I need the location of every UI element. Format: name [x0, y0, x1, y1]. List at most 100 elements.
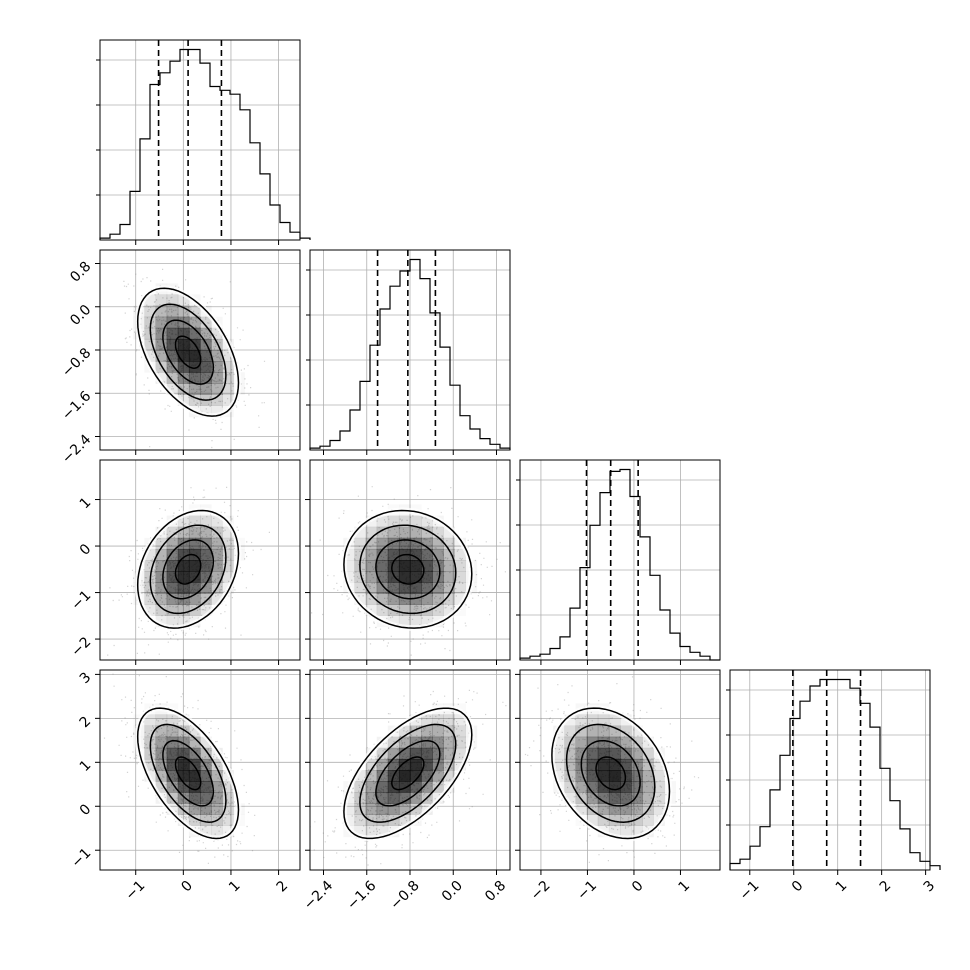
density-cell [200, 814, 212, 826]
density-cell [376, 803, 389, 815]
density-cell [200, 758, 212, 771]
density-cell [155, 582, 168, 594]
histogram-panel-0 [96, 39, 311, 241]
density-cell [155, 571, 168, 583]
density-cell [188, 394, 201, 406]
panel-frame [729, 669, 931, 871]
density-cell [222, 803, 234, 815]
density-cell [177, 770, 190, 782]
density-cell [387, 526, 400, 539]
density-cell [597, 725, 610, 738]
density-cell [211, 571, 223, 583]
contour-line [391, 756, 425, 791]
density-cell [177, 747, 190, 760]
density-cell [454, 725, 466, 738]
density-cell [631, 770, 643, 782]
density-cell [222, 537, 234, 550]
density-cell [387, 593, 400, 605]
density-cell [166, 736, 179, 749]
density-cell [144, 560, 156, 572]
density-cell [177, 526, 190, 539]
histogram-panel-3 [726, 669, 941, 871]
density-cell [410, 515, 422, 528]
density-cell [222, 383, 234, 395]
density-cell [177, 327, 190, 340]
x-tick-label: −1.6 [344, 878, 379, 913]
density-cell [166, 316, 179, 329]
density-cell [564, 747, 576, 760]
density-cell [376, 781, 389, 793]
x-tick-label: 0 [629, 878, 647, 896]
density-cell [443, 593, 455, 605]
histogram-step [729, 678, 941, 870]
density-cell [631, 792, 643, 804]
density-cell [642, 747, 654, 760]
density-cell [410, 725, 422, 738]
contour-line [343, 509, 473, 629]
density-cell [410, 747, 422, 760]
density-cell [166, 758, 179, 771]
density-cell [608, 792, 621, 804]
density-cell [642, 814, 654, 826]
x-tick-label: 1 [833, 878, 851, 896]
density-cell [376, 560, 389, 572]
density-cell [365, 604, 378, 616]
density-cell [620, 825, 632, 838]
density-cell [376, 526, 389, 539]
scatter-panel-1-3 [309, 669, 511, 871]
panel-frame [519, 669, 721, 871]
density-cell [354, 814, 366, 826]
density-cell [410, 537, 422, 550]
density-cell [200, 582, 212, 594]
density-cell [398, 526, 411, 539]
density-cell [586, 792, 599, 804]
density-cell [200, 781, 212, 793]
contour-line [375, 739, 441, 807]
density-cell [188, 350, 201, 362]
density-cell [365, 803, 378, 815]
contour-line [391, 553, 425, 585]
contour-line [162, 319, 215, 385]
density-cell [398, 758, 411, 771]
density-cell [200, 825, 212, 838]
density-cell [443, 571, 455, 583]
scatter-panel-1-2 [309, 459, 511, 661]
density-cell [200, 405, 212, 418]
density-cell [432, 582, 444, 594]
density-cell [620, 725, 632, 738]
y-tick-label: −1.6 [59, 388, 94, 423]
density-cell [421, 736, 433, 749]
density-cell [177, 361, 190, 373]
density-cell [564, 758, 576, 771]
y-tick-label: 2 [77, 713, 95, 731]
density-cell [200, 526, 212, 539]
density-cell [188, 803, 201, 815]
density-cell [608, 714, 621, 726]
density-cell [155, 604, 168, 616]
density-cell [398, 803, 411, 815]
density-cell [454, 548, 466, 561]
density-cell [177, 803, 190, 815]
density-cell [365, 548, 378, 561]
density-cell [166, 725, 179, 738]
x-tick-label: 0.8 [482, 878, 509, 905]
density-cell [343, 548, 355, 561]
density-cell [387, 758, 400, 771]
contour-line [375, 539, 441, 600]
density-cell [454, 736, 466, 749]
y-tick-label: −0.8 [59, 345, 94, 380]
density-cell [166, 338, 179, 351]
density-cell [188, 604, 201, 616]
density-cell [365, 537, 378, 550]
density-cell [155, 372, 168, 384]
density-cell [211, 327, 223, 340]
density-cell [410, 792, 422, 804]
y-tick-label: 1 [77, 757, 95, 775]
density-cell [653, 803, 665, 815]
density-cell [166, 305, 179, 318]
density-cell [575, 770, 588, 782]
density-cell [222, 571, 234, 583]
density-cell [155, 747, 168, 760]
density-cell [376, 582, 389, 594]
density-cell [398, 593, 411, 605]
